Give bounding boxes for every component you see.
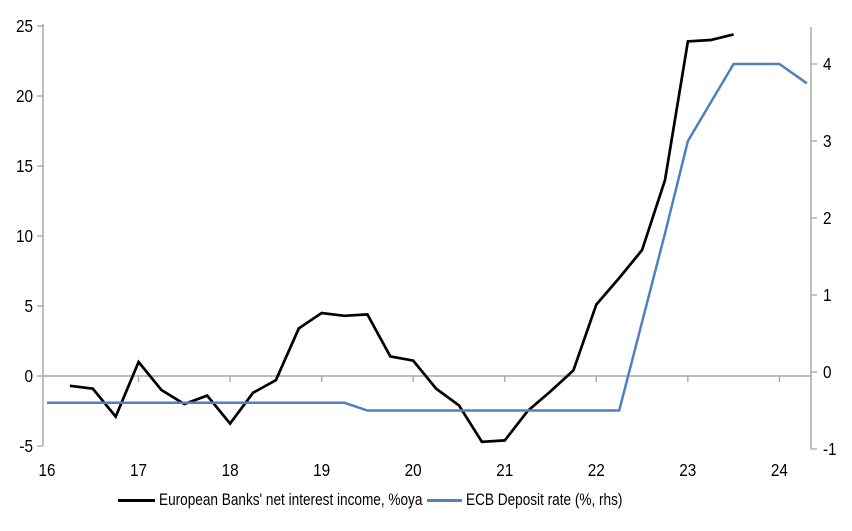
right-axis-tick-label: 3 <box>823 131 832 151</box>
right-axis-tick-label: -1 <box>823 439 837 459</box>
right-axis-tick-label: 2 <box>823 208 832 228</box>
series-line-net-interest-income <box>69 33 734 444</box>
left-axis-tick-label: 5 <box>24 296 33 316</box>
series-line-ecb-deposit-rate <box>47 62 808 412</box>
x-axis-year-label: 20 <box>405 460 422 480</box>
x-axis-year-label: 23 <box>679 460 696 480</box>
x-axis-year-label: 19 <box>313 460 330 480</box>
left-axis-tick-label: 10 <box>16 226 33 246</box>
left-axis-tick-label: 0 <box>24 366 33 386</box>
right-axis-tick-label: 0 <box>823 362 832 382</box>
x-axis-ticks <box>137 376 781 382</box>
x-axis-year-label: 24 <box>771 460 788 480</box>
right-axis-tick-label: 4 <box>823 54 832 74</box>
x-axis-labels: 16 17 18 19 20 21 22 23 24 <box>39 460 788 480</box>
left-axis-tick-label: 20 <box>16 86 33 106</box>
x-axis-year-label: 17 <box>130 460 147 480</box>
left-axis-tick-label: 25 <box>16 16 33 36</box>
x-axis-year-label: 16 <box>39 460 56 480</box>
left-axis-tick-label: 15 <box>16 156 33 176</box>
left-axis-tick-label: -5 <box>19 436 33 456</box>
left-axis: 25 20 15 10 5 0 -5 <box>16 16 44 456</box>
right-axis: 4 3 2 1 0 -1 <box>810 27 837 459</box>
x-axis-year-label: 22 <box>588 460 605 480</box>
x-axis-year-label: 21 <box>496 460 513 480</box>
right-axis-tick-label: 1 <box>823 285 832 305</box>
x-axis-year-label: 18 <box>222 460 239 480</box>
